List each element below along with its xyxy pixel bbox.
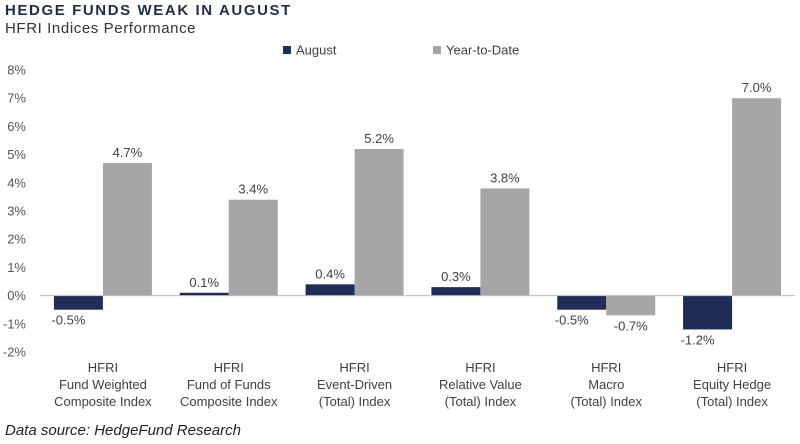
legend-label-august: August	[296, 43, 337, 58]
ytd-data-label: 4.7%	[113, 145, 143, 160]
y-tick-label: 6%	[7, 119, 26, 134]
ytd-bar	[228, 199, 278, 296]
august-data-label: -0.5%	[51, 313, 85, 328]
august-data-label: 0.4%	[315, 266, 345, 281]
x-category-label: HFRI Macro (Total) Index	[570, 360, 642, 409]
y-tick-label: -2%	[3, 345, 27, 360]
x-category-label: HFRI Relative Value (Total) Index	[439, 360, 522, 409]
ytd-bar	[354, 148, 404, 296]
y-tick-label: 2%	[7, 232, 26, 247]
legend-swatch-ytd	[433, 46, 441, 54]
august-bar	[53, 295, 103, 310]
y-tick-label: 5%	[7, 147, 26, 162]
y-tick-label: 1%	[7, 260, 26, 275]
bar-chart: August Year-to-Date -2% -1% 0% 1% 2% 3% 4% 5% 6% 7…	[3, 43, 795, 409]
august-bar	[557, 295, 607, 310]
data-source-note: Data source: HedgeFund Research	[5, 422, 241, 439]
x-category-label: HFRI Event-Driven (Total) Index	[317, 360, 392, 409]
ytd-data-label: 3.4%	[238, 182, 268, 197]
y-tick-label: 4%	[7, 175, 26, 190]
ytd-bar	[606, 295, 656, 316]
ytd-bar	[732, 98, 782, 296]
x-category-label: HFRI Fund of Funds Composite Index	[180, 360, 278, 409]
ytd-data-label: 7.0%	[742, 80, 772, 95]
ytd-data-label: 3.8%	[490, 170, 520, 185]
bars	[53, 98, 782, 330]
august-data-label: -0.5%	[555, 313, 589, 328]
august-bar	[179, 292, 229, 296]
legend: August Year-to-Date	[283, 43, 519, 58]
y-tick-label: 8%	[7, 63, 26, 78]
ytd-data-label: -0.7%	[614, 318, 648, 333]
chart-title: HEDGE FUNDS WEAK IN AUGUST	[5, 2, 292, 19]
august-data-label: 0.1%	[189, 275, 219, 290]
august-data-label: -1.2%	[681, 332, 715, 347]
ytd-data-label: 5.2%	[364, 131, 394, 146]
x-category-label: HFRI Fund Weighted Composite Index	[54, 360, 152, 409]
august-data-label: 0.3%	[441, 269, 471, 284]
y-tick-label: 3%	[7, 204, 26, 219]
y-tick-label: -1%	[3, 316, 27, 331]
august-bar	[683, 295, 733, 330]
y-tick-label: 7%	[7, 91, 26, 106]
ytd-bar	[480, 188, 530, 296]
chart-subtitle: HFRI Indices Performance	[5, 20, 197, 37]
y-axis: -2% -1% 0% 1% 2% 3% 4% 5% 6% 7% 8%	[3, 63, 27, 360]
legend-label-ytd: Year-to-Date	[446, 43, 519, 58]
x-axis: HFRI Fund Weighted Composite Index HFRI Fund…	[40, 295, 795, 409]
august-bar	[431, 287, 481, 296]
august-bar	[305, 284, 355, 296]
x-category-label: HFRI Equity Hedge (Total) Index	[693, 360, 771, 409]
data-labels: -0.5% 0.1% 0.4% 0.3% -0.5% -1.2% 4.7% 3.4% 5.2% 3…	[51, 80, 771, 347]
legend-swatch-august	[283, 46, 291, 54]
y-tick-label: 0%	[7, 288, 26, 303]
ytd-bar	[102, 163, 152, 296]
